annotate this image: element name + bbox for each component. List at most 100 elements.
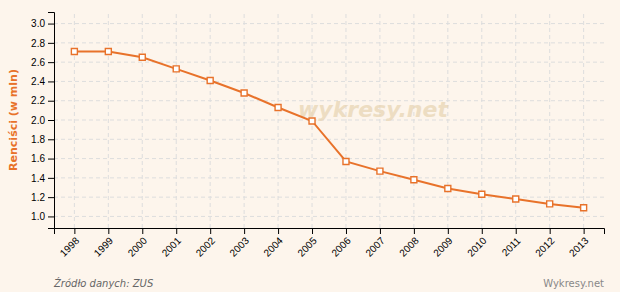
x-tick-mark (346, 228, 347, 234)
x-grid-line (176, 12, 177, 228)
point (173, 66, 179, 72)
x-tick-mark (312, 228, 313, 234)
x-tick-mark (176, 228, 177, 234)
x-tick: 2004 (261, 228, 285, 259)
point (275, 104, 281, 110)
x-tick-mark (482, 228, 483, 234)
x-tick-label: 2010 (465, 235, 489, 259)
y-tick: 2.6 (31, 57, 54, 68)
x-tick: 2012 (533, 228, 557, 259)
x-tick-mark (516, 228, 517, 234)
x-tick-mark (584, 228, 585, 234)
x-tick-mark (74, 228, 75, 234)
x-tick: 2013 (567, 228, 591, 259)
y-axis: 1.01.21.41.61.82.02.22.42.62.83.0 (31, 13, 54, 229)
x-grid-line (210, 12, 211, 228)
y-tick: 1.2 (31, 192, 54, 203)
y-tick-mark (48, 159, 54, 160)
x-axis: 1998 1999 2000 2001 2002 2003 2004 2005 2006 2007… (55, 228, 605, 259)
x-tick: 2003 (227, 228, 251, 259)
x-tick: 2011 (500, 228, 523, 258)
y-tick: 1.0 (31, 211, 54, 222)
y-tick-mark (48, 81, 54, 82)
y-tick: 2.2 (31, 95, 54, 106)
y-tick: 1.4 (31, 173, 54, 184)
x-tick-label: 2005 (295, 235, 319, 259)
y-tick-mark (48, 178, 54, 179)
y-tick: 3.0 (31, 18, 54, 29)
chart: wykresy.net1.01.21.41.61.82.02.22.42.62.… (0, 0, 620, 292)
x-tick-mark (448, 228, 449, 234)
x-grid-line (549, 12, 550, 228)
x-tick-label: 2012 (533, 235, 557, 259)
x-tick: 2008 (397, 228, 421, 259)
y-axis-line (48, 13, 55, 229)
x-tick-mark (550, 228, 551, 234)
y-tick-label: 2.6 (31, 57, 45, 68)
y-tick-label: 1.2 (31, 192, 45, 203)
y-grid-line (54, 197, 604, 198)
y-grid-line (54, 62, 604, 63)
x-tick: 2005 (295, 228, 319, 259)
x-tick-mark (108, 228, 109, 234)
point (71, 49, 77, 55)
line (74, 52, 583, 208)
x-tick: 1998 (58, 228, 82, 259)
point (105, 49, 111, 55)
x-tick-label: 2011 (500, 235, 523, 258)
x-grid-line (108, 12, 109, 228)
point (207, 77, 213, 83)
x-tick-label: 2006 (329, 235, 353, 259)
x-tick: 2001 (160, 228, 184, 259)
x-grid-line (74, 12, 75, 228)
x-tick-label: 2004 (261, 235, 285, 259)
watermark-text: Wykresy.net (543, 278, 604, 289)
y-tick: 2.4 (31, 76, 54, 87)
x-tick: 2007 (363, 228, 387, 259)
x-tick-label: 2001 (160, 235, 184, 259)
y-tick-mark (48, 101, 54, 102)
y-grid-line (54, 158, 604, 159)
x-tick: 1999 (92, 228, 116, 259)
grid (54, 12, 604, 228)
y-tick-label: 1.0 (31, 211, 45, 222)
x-tick-label: 2002 (194, 235, 218, 259)
x-tick-mark (414, 228, 415, 234)
y-tick-label: 2.2 (31, 95, 45, 106)
point (377, 168, 383, 174)
x-tick: 2010 (465, 228, 489, 259)
y-tick-label: 2.4 (31, 76, 45, 87)
x-tick-label: 2008 (397, 235, 421, 259)
y-axis-title: Renciści (w mln) (7, 69, 20, 171)
point (581, 205, 587, 211)
watermark: wykresy.net (298, 97, 449, 122)
x-grid-line (583, 12, 584, 228)
x-tick-label: 2003 (227, 235, 251, 259)
x-tick-label: 2013 (567, 235, 591, 259)
y-tick-mark (48, 62, 54, 63)
point (547, 201, 553, 207)
y-tick: 2.8 (31, 38, 54, 49)
y-tick-mark (48, 43, 54, 44)
x-tick-mark (380, 228, 381, 234)
x-grid-line (244, 12, 245, 228)
y-tick-mark (48, 216, 54, 217)
y-tick-label: 1.4 (31, 173, 45, 184)
point (139, 54, 145, 60)
y-grid-line (54, 216, 604, 217)
x-tick-label: 2000 (126, 235, 150, 259)
plot-area (71, 49, 586, 211)
y-tick-label: 2.8 (31, 38, 45, 49)
x-tick-label: 2007 (363, 235, 387, 259)
point (309, 118, 315, 124)
point (513, 196, 519, 202)
y-grid-line (54, 177, 604, 178)
y-tick: 1.8 (31, 134, 54, 145)
y-tick-label: 1.8 (31, 134, 45, 145)
point (241, 90, 247, 96)
x-tick: 2006 (329, 228, 353, 259)
x-tick-label: 1998 (58, 235, 82, 259)
x-tick-mark (278, 228, 279, 234)
y-tick-mark (48, 197, 54, 198)
point (479, 191, 485, 197)
